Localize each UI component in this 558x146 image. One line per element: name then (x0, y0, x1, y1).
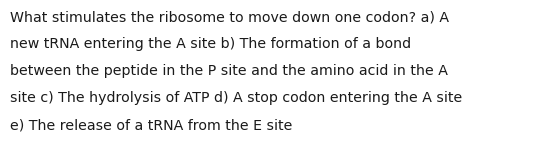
Text: e) The release of a tRNA from the E site: e) The release of a tRNA from the E site (10, 118, 292, 132)
Text: What stimulates the ribosome to move down one codon? a) A: What stimulates the ribosome to move dow… (10, 10, 449, 24)
Text: between the peptide in the P site and the amino acid in the A: between the peptide in the P site and th… (10, 64, 448, 78)
Text: new tRNA entering the A site b) The formation of a bond: new tRNA entering the A site b) The form… (10, 37, 411, 51)
Text: site c) The hydrolysis of ATP d) A stop codon entering the A site: site c) The hydrolysis of ATP d) A stop … (10, 91, 462, 105)
